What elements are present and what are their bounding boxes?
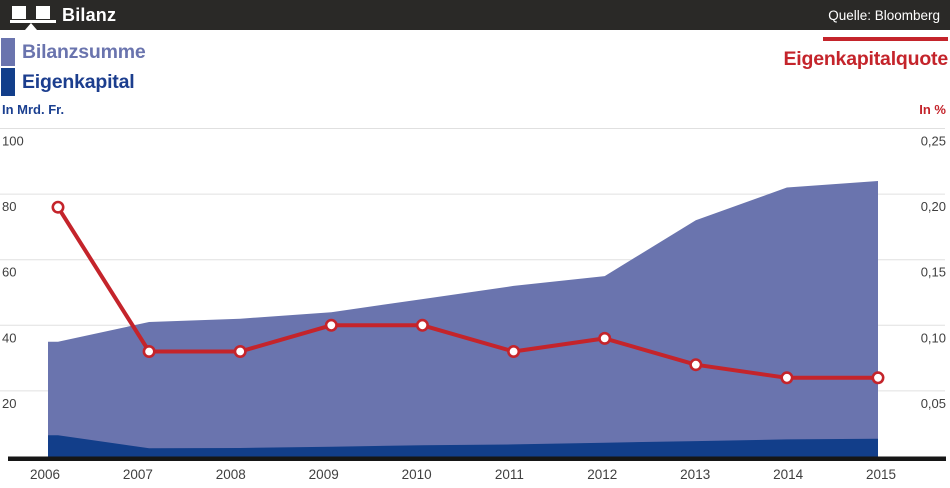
eigenkapital-color-chip bbox=[1, 68, 15, 96]
left-tick-labels: 100 80 60 40 20 bbox=[2, 134, 24, 411]
bilanzsumme-legend-label: Bilanzsumme bbox=[22, 40, 146, 63]
line-eigenkapitalquote bbox=[56, 206, 878, 380]
line-markers bbox=[51, 200, 885, 385]
eigenkapitalquote-line-swatch bbox=[823, 37, 948, 41]
right-tick-labels: 0,25 0,20 0,15 0,10 0,05 bbox=[921, 134, 946, 411]
svg-text:2013: 2013 bbox=[680, 467, 710, 482]
svg-text:40: 40 bbox=[2, 330, 16, 345]
eigenkapital-legend-label: Eigenkapital bbox=[22, 70, 135, 93]
svg-text:80: 80 bbox=[2, 199, 16, 214]
header-bar: Bilanz Quelle: Bloomberg bbox=[0, 0, 950, 30]
page-title: Bilanz bbox=[62, 5, 117, 25]
svg-text:20: 20 bbox=[2, 396, 16, 411]
svg-text:2012: 2012 bbox=[587, 467, 617, 482]
svg-text:60: 60 bbox=[2, 265, 16, 280]
area-bilanzsumme bbox=[48, 181, 878, 460]
svg-text:2007: 2007 bbox=[123, 467, 153, 482]
svg-text:0,20: 0,20 bbox=[921, 199, 946, 214]
right-axis-unit-label: In % bbox=[919, 102, 946, 117]
svg-text:2010: 2010 bbox=[402, 467, 432, 482]
source-label: Quelle: Bloomberg bbox=[828, 8, 940, 23]
x-axis-year-labels: 2006 2007 2008 2009 2010 2011 2012 2013 2014 2015 bbox=[30, 467, 896, 482]
eigenkapitalquote-legend-label: Eigenkapitalquote bbox=[783, 48, 948, 70]
x-axis-line bbox=[8, 456, 946, 461]
svg-text:2006: 2006 bbox=[30, 467, 60, 482]
svg-text:0,05: 0,05 bbox=[921, 396, 946, 411]
left-axis-unit-label: In Mrd. Fr. bbox=[2, 102, 65, 117]
svg-text:0,10: 0,10 bbox=[921, 330, 946, 345]
balance-scale-icon bbox=[10, 6, 56, 30]
svg-text:0,25: 0,25 bbox=[921, 134, 946, 149]
svg-text:2011: 2011 bbox=[495, 467, 524, 482]
svg-text:2009: 2009 bbox=[309, 467, 339, 482]
svg-text:0,15: 0,15 bbox=[921, 265, 946, 280]
bilanzsumme-color-chip bbox=[1, 38, 15, 66]
svg-text:100: 100 bbox=[2, 134, 24, 149]
area-eigenkapital bbox=[48, 435, 878, 460]
svg-text:2008: 2008 bbox=[216, 467, 246, 482]
svg-text:2015: 2015 bbox=[866, 467, 896, 482]
legend-item-eigenkapital: Eigenkapital bbox=[1, 68, 135, 96]
legend-item-bilanzsumme: Bilanzsumme bbox=[1, 38, 146, 66]
svg-text:2014: 2014 bbox=[773, 467, 804, 482]
